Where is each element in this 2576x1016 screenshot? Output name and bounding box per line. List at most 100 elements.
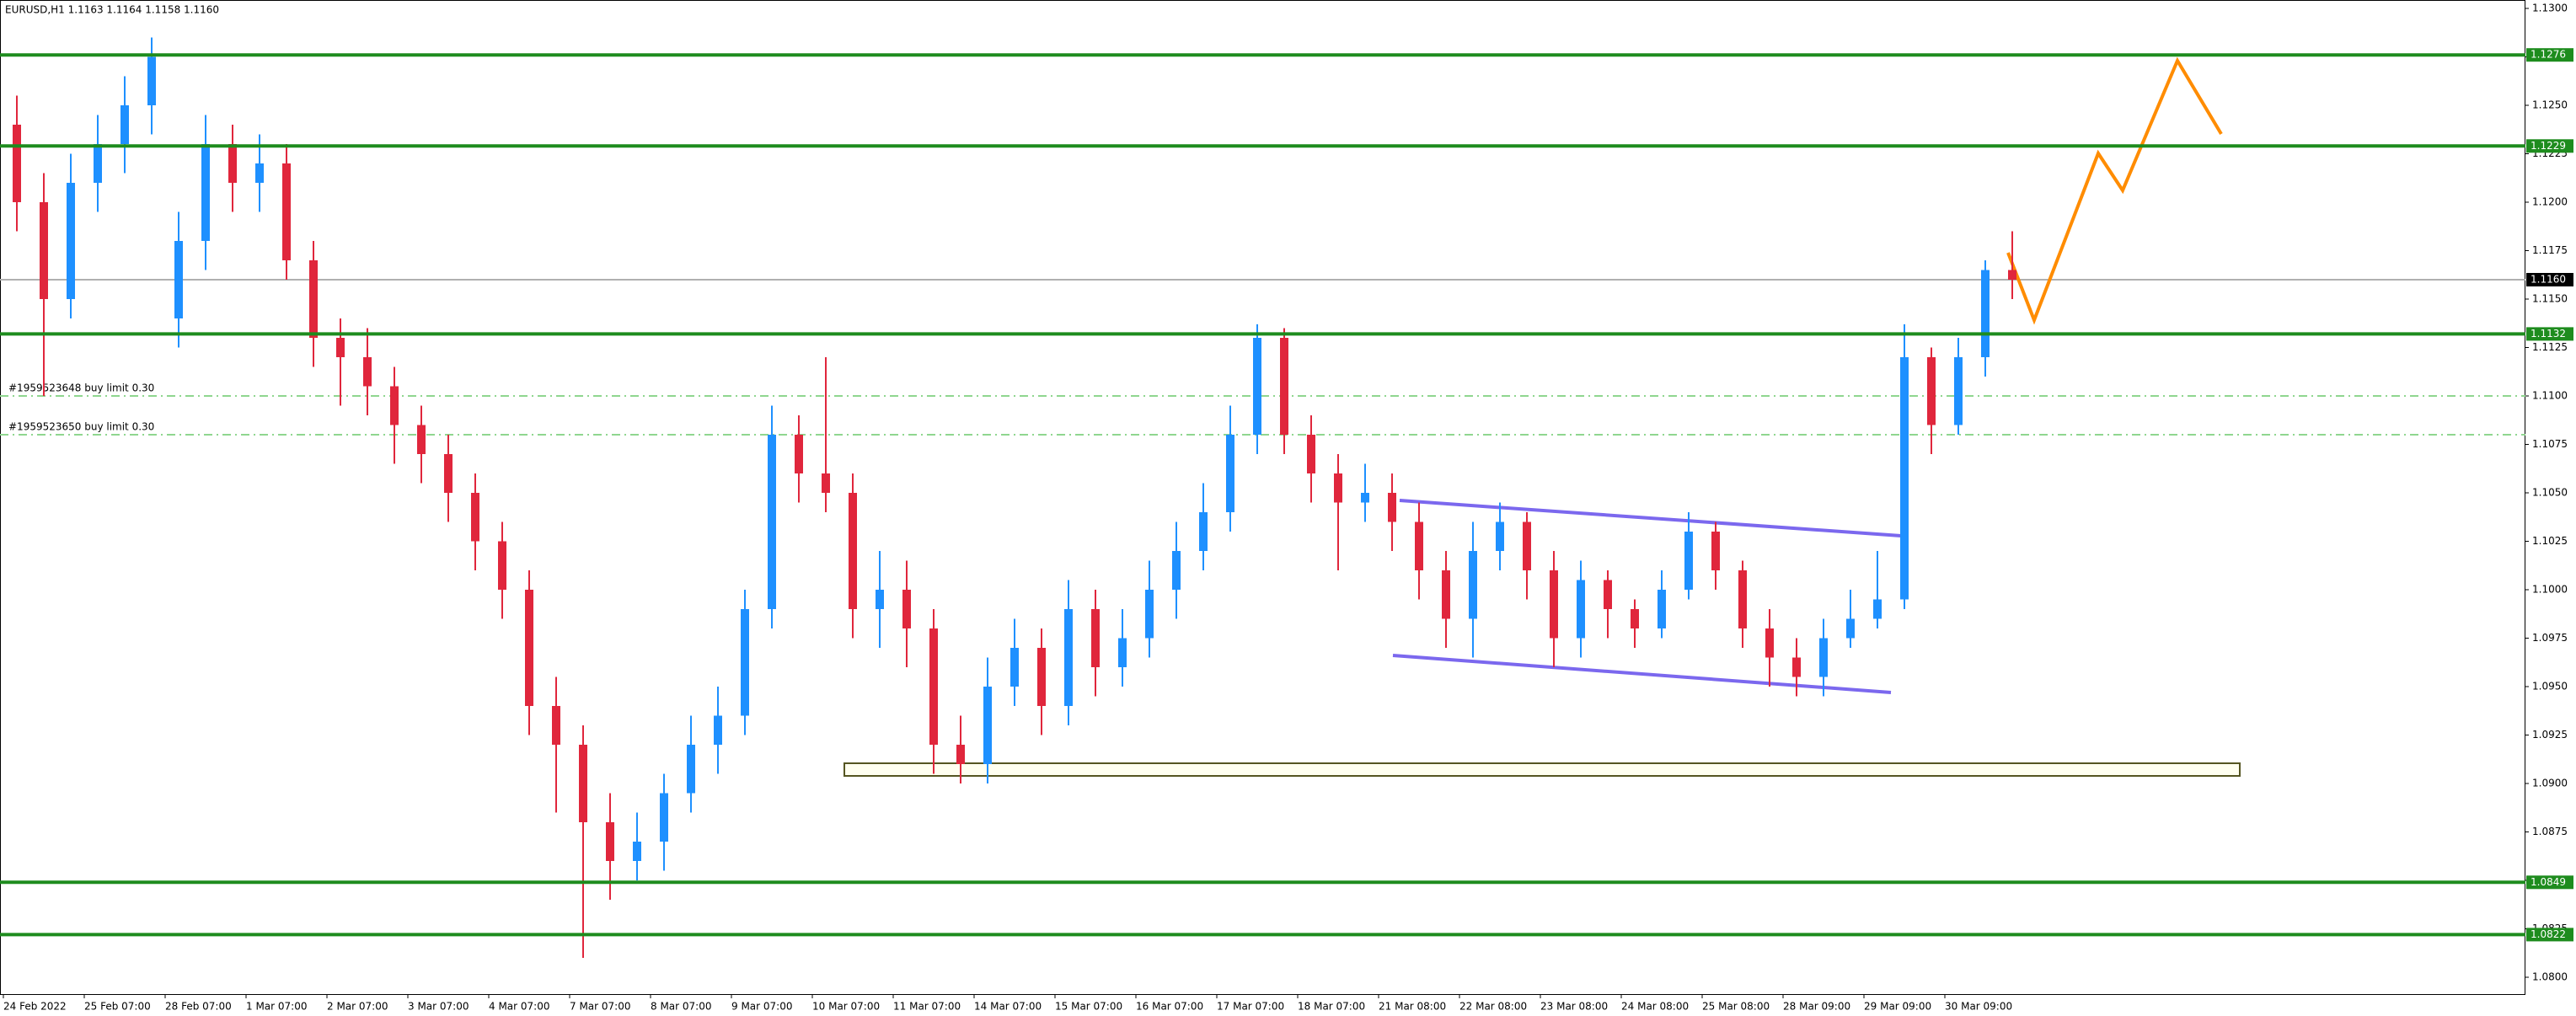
x-tick-label: 7 Mar 07:00 <box>570 1001 631 1013</box>
candle-body <box>1711 532 1720 570</box>
candle-body <box>552 706 560 745</box>
candle-body <box>1954 357 1963 425</box>
candle-body <box>390 386 399 425</box>
candle-body <box>2008 270 2016 280</box>
x-tick-label: 2 Mar 07:00 <box>327 1001 388 1013</box>
order-label: #1959523650 buy limit 0.30 <box>8 421 154 433</box>
x-tick-label: 28 Feb 07:00 <box>165 1001 232 1013</box>
candle-body <box>714 715 722 745</box>
candle-body <box>1981 270 1990 357</box>
candle-body <box>1037 648 1046 706</box>
candle-body <box>1010 648 1019 687</box>
x-tick-label: 4 Mar 07:00 <box>489 1001 550 1013</box>
candle-body <box>1927 357 1936 425</box>
x-tick-label: 17 Mar 07:00 <box>1217 1001 1284 1013</box>
x-tick-label: 10 Mar 07:00 <box>812 1001 880 1013</box>
current-price-box <box>2526 273 2573 286</box>
candle-body <box>1523 521 1531 570</box>
candle-body <box>1684 532 1693 590</box>
candle-body <box>876 590 884 609</box>
y-tick-label: 1.0975 <box>2532 632 2568 644</box>
candle-body <box>471 493 479 542</box>
candle-body <box>822 473 830 493</box>
candle-body <box>1334 473 1342 503</box>
x-tick-label: 25 Feb 07:00 <box>84 1001 151 1013</box>
level-label-box <box>2526 327 2573 341</box>
candle-body <box>1442 570 1450 619</box>
x-tick-label: 18 Mar 07:00 <box>1298 1001 1365 1013</box>
y-tick-label: 1.1200 <box>2532 196 2568 208</box>
candle-body <box>1550 570 1558 639</box>
candle-body <box>1792 657 1801 677</box>
x-tick-label: 29 Mar 09:00 <box>1864 1001 1931 1013</box>
x-tick-label: 23 Mar 08:00 <box>1540 1001 1608 1013</box>
y-tick-label: 1.1025 <box>2532 535 2568 547</box>
x-tick-label: 14 Mar 07:00 <box>974 1001 1042 1013</box>
x-tick-label: 8 Mar 07:00 <box>651 1001 712 1013</box>
candle-body <box>1199 512 1208 551</box>
candle-body <box>1738 570 1747 628</box>
x-tick-label: 30 Mar 09:00 <box>1945 1001 2012 1013</box>
candle-body <box>94 144 102 183</box>
candle-body <box>741 609 749 716</box>
candle-body <box>795 435 803 473</box>
x-tick-label: 3 Mar 07:00 <box>408 1001 469 1013</box>
level-label: 1.1132 <box>2530 328 2566 340</box>
candle-body <box>1091 609 1100 667</box>
x-tick-label: 1 Mar 07:00 <box>246 1001 308 1013</box>
candle-body <box>1253 338 1261 435</box>
candle-body <box>579 745 587 822</box>
candle-body <box>929 628 938 745</box>
candle-body <box>336 338 345 357</box>
candle-body <box>1765 628 1774 658</box>
level-label-box <box>2526 875 2573 890</box>
x-tick-label: 11 Mar 07:00 <box>893 1001 961 1013</box>
level-label: 1.0849 <box>2530 876 2566 888</box>
candle-body <box>255 163 264 183</box>
candle-body <box>1873 599 1882 619</box>
y-tick-label: 1.1100 <box>2532 390 2568 402</box>
y-tick-label: 1.0925 <box>2532 729 2568 741</box>
x-tick-label: 21 Mar 08:00 <box>1379 1001 1446 1013</box>
chart-title: EURUSD,H1 1.1163 1.1164 1.1158 1.1160 <box>5 4 219 16</box>
candle-body <box>120 105 129 144</box>
projection-path <box>2006 56 2223 325</box>
y-tick-label: 1.1300 <box>2532 3 2568 14</box>
y-tick-label: 1.1150 <box>2532 293 2568 305</box>
candle-body <box>1415 521 1423 570</box>
candle-body <box>1388 493 1396 522</box>
candle-body <box>633 842 641 861</box>
y-tick-label: 1.1250 <box>2532 99 2568 111</box>
candle-body <box>1846 618 1855 639</box>
candle-body <box>174 241 183 318</box>
level-label: 1.1229 <box>2530 140 2566 152</box>
candle-body <box>1819 638 1828 677</box>
level-label-box <box>2526 139 2573 153</box>
candle-body <box>309 260 318 338</box>
support-zone <box>843 762 2241 777</box>
candle-body <box>13 125 21 202</box>
candle-body <box>498 541 506 590</box>
candle-body <box>687 745 695 794</box>
candle-body <box>849 493 857 609</box>
y-tick-label: 1.0900 <box>2532 778 2568 789</box>
candle-body <box>1577 580 1585 639</box>
channel-top <box>1399 499 1902 537</box>
candle-body <box>1145 590 1154 639</box>
level-label-box <box>2526 48 2573 62</box>
candle-body <box>1658 590 1666 628</box>
candle-body <box>1631 609 1639 628</box>
plot-frame <box>0 0 2525 995</box>
candle-body <box>444 454 453 493</box>
candle-body <box>956 745 965 764</box>
candle-body <box>147 56 156 105</box>
y-tick-label: 1.0800 <box>2532 971 2568 983</box>
candle-body <box>1307 435 1315 473</box>
candle-body <box>1226 435 1234 512</box>
candle-body <box>417 425 426 454</box>
level-label: 1.0822 <box>2530 928 2566 940</box>
y-tick-label: 1.1125 <box>2532 341 2568 353</box>
candle-body <box>660 793 668 842</box>
candle-body <box>525 590 533 706</box>
